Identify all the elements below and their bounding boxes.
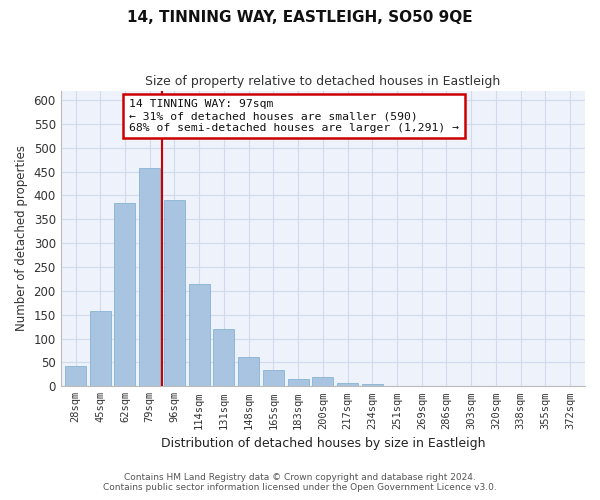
Bar	[263, 370, 284, 386]
Title: Size of property relative to detached houses in Eastleigh: Size of property relative to detached ho…	[145, 75, 500, 88]
Bar	[65, 366, 86, 386]
Bar	[313, 377, 334, 386]
X-axis label: Distribution of detached houses by size in Eastleigh: Distribution of detached houses by size …	[161, 437, 485, 450]
Text: 14 TINNING WAY: 97sqm
← 31% of detached houses are smaller (590)
68% of semi-det: 14 TINNING WAY: 97sqm ← 31% of detached …	[129, 100, 459, 132]
Bar	[90, 312, 111, 386]
Text: 14, TINNING WAY, EASTLEIGH, SO50 9QE: 14, TINNING WAY, EASTLEIGH, SO50 9QE	[127, 10, 473, 25]
Text: Contains HM Land Registry data © Crown copyright and database right 2024.
Contai: Contains HM Land Registry data © Crown c…	[103, 473, 497, 492]
Bar	[337, 384, 358, 386]
Bar	[115, 202, 136, 386]
Bar	[214, 329, 235, 386]
Bar	[362, 384, 383, 386]
Bar	[238, 356, 259, 386]
Bar	[164, 200, 185, 386]
Y-axis label: Number of detached properties: Number of detached properties	[15, 146, 28, 332]
Bar	[287, 378, 308, 386]
Bar	[188, 284, 209, 386]
Bar	[139, 168, 160, 386]
